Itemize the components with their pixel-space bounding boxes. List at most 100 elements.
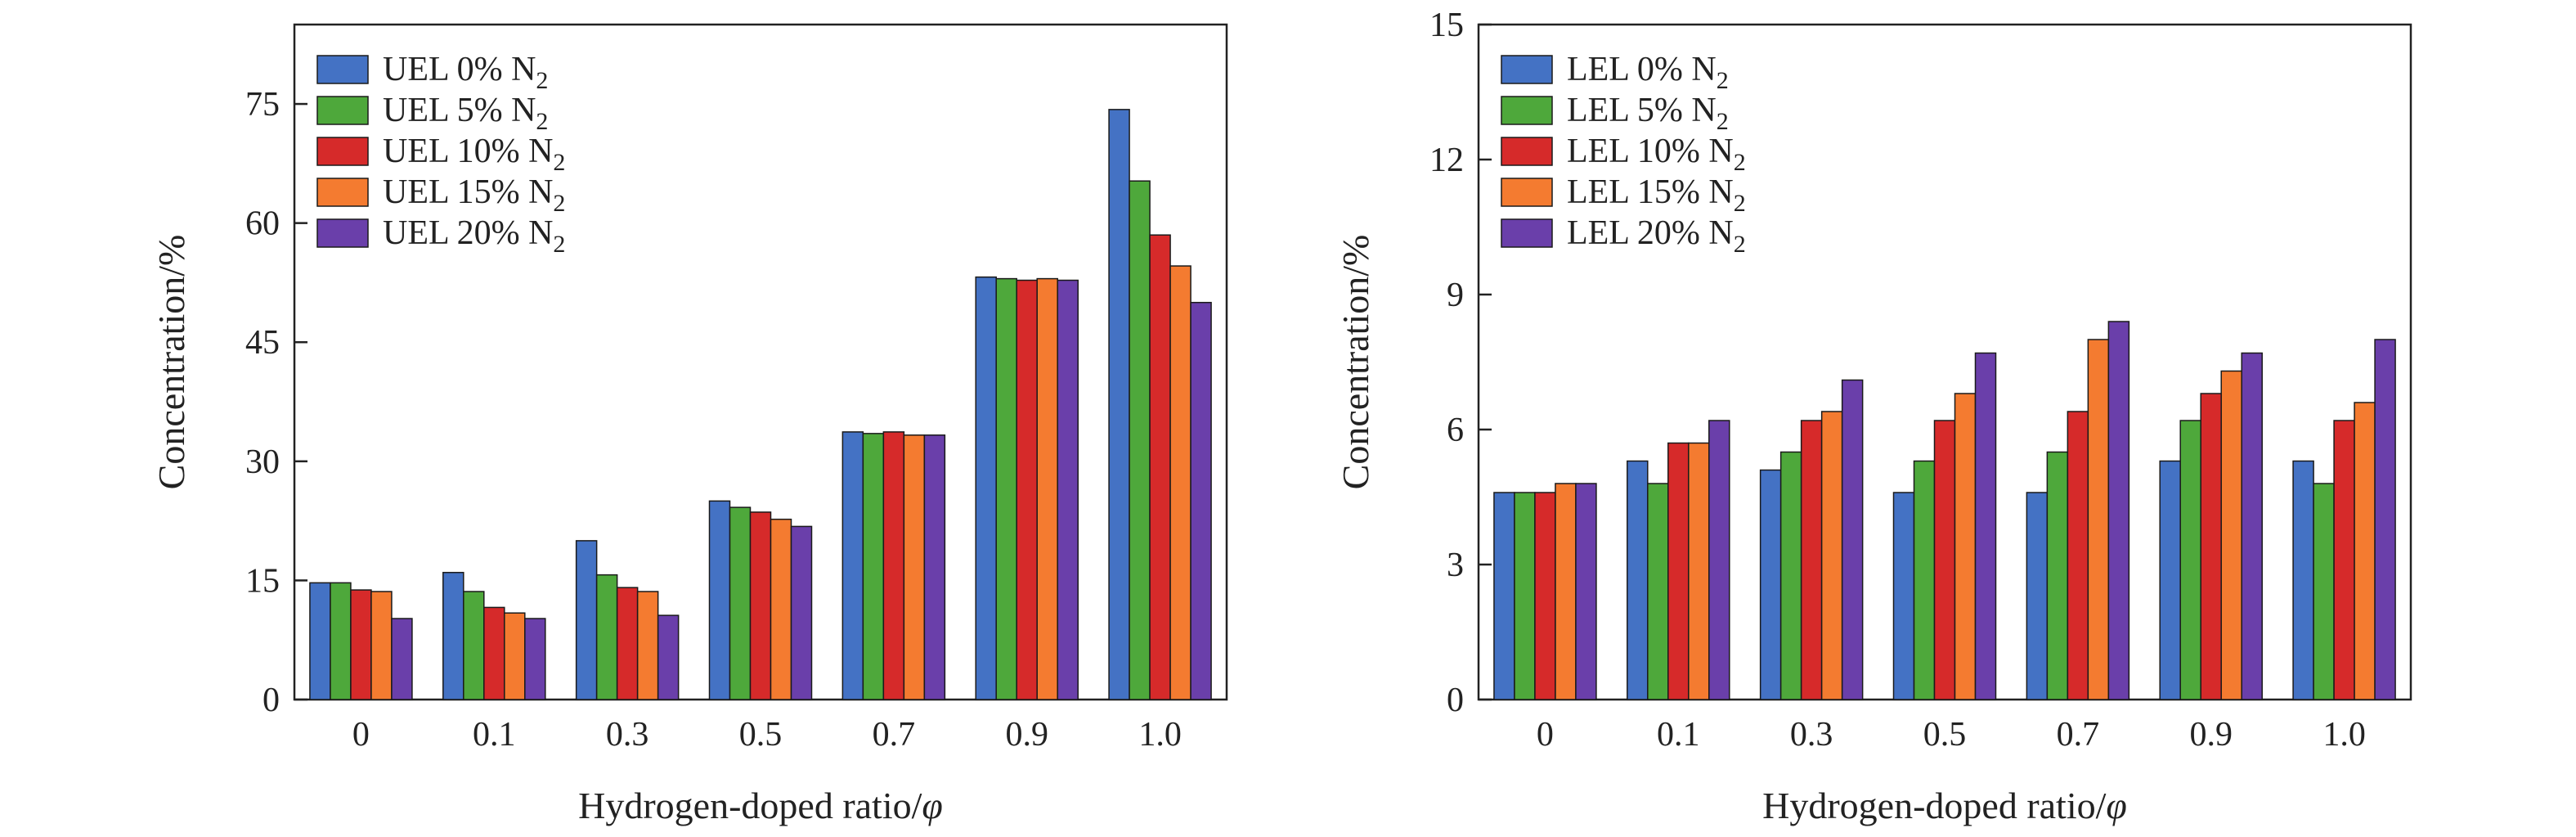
y-tick-label: 12 [1429,142,1464,179]
bar [370,591,393,700]
bar [2107,321,2130,700]
y-tick-label: 15 [245,562,280,600]
legend-swatch [1501,96,1553,125]
bar [2333,420,2355,700]
legend-label: LEL 20% N2 [1567,214,1746,258]
bar [841,431,864,700]
bar [903,434,926,700]
bar [1534,492,1556,700]
bar [2200,393,2222,700]
bar [882,431,905,700]
bar [391,618,413,700]
bar [1036,277,1058,700]
x-tick-label: 0.9 [1005,716,1048,754]
bar [1016,279,1038,700]
legend-label: UEL 5% N2 [383,92,548,135]
legend-label: LEL 15% N2 [1567,173,1746,217]
bar [2220,370,2242,700]
chart-panel-1: 0 15 30 45 60 75 0 0.1 0.3 0.5 0.7 0.9 1.0 Hydrogen-d… [150,23,1228,826]
bar [1575,483,1597,700]
bar [1057,279,1079,700]
x-tick-label: 1.0 [2322,716,2366,754]
bar [975,276,997,700]
legend-swatch [1501,218,1553,248]
bar [2292,460,2314,700]
bar [2067,411,2089,700]
bar [2159,460,2181,700]
legend-swatch [1501,55,1553,84]
bar [2374,339,2396,700]
bar [1688,442,1710,700]
bar [575,540,598,700]
bar [2179,420,2201,700]
bar [1759,469,1782,700]
bar [1149,234,1171,700]
legend-swatch [316,55,369,84]
x-tick-label: 0 [1537,716,1554,754]
x-tick-label: 0.1 [1657,716,1700,754]
x-tick-label: 0.7 [2057,716,2100,754]
y-tick-label: 0 [263,682,280,719]
legend-swatch [316,137,369,166]
bar [330,582,352,700]
legend-label: UEL 0% N2 [383,51,548,94]
legend-label: UEL 10% N2 [383,133,565,176]
bar [862,433,885,700]
bar [1954,393,1977,700]
bar [1974,352,1997,700]
bar [636,591,659,700]
bar [595,574,618,700]
bar [504,612,526,700]
y-tick-label: 45 [245,324,280,362]
y-axis-label: Concentration/% [150,235,192,490]
bar [1667,442,1690,700]
y-tick-label: 30 [245,443,280,481]
bar [657,614,680,700]
bar [1708,420,1730,700]
bar [483,606,505,700]
bar [1647,483,1669,700]
y-tick-label: 75 [245,86,280,124]
x-tick-label: 1.0 [1138,716,1182,754]
bar [1129,180,1151,700]
y-tick-label: 9 [1447,277,1464,314]
bar [1892,492,1915,700]
legend-label: UEL 15% N2 [383,173,565,217]
x-axis-label: Hydrogen-doped ratio/φ [1762,785,2127,826]
legend-label: UEL 20% N2 [383,214,565,258]
legend-swatch [316,178,369,207]
chart-panel-2: 0 3 6 9 12 15 0 0.1 0.3 0.5 0.7 0.9 1.0 Hydrogen-dope… [1335,7,2412,826]
bar [463,591,485,700]
x-tick-label: 0.3 [1790,716,1833,754]
y-tick-label: 3 [1447,547,1464,584]
legend-label: LEL 0% N2 [1567,51,1729,94]
x-tick-label: 0.7 [873,716,916,754]
bar [729,506,752,700]
bar [1779,451,1802,700]
bar [790,525,813,700]
bar [1108,109,1130,700]
bar [2354,402,2376,700]
x-tick-label: 0.1 [473,716,516,754]
bar [1493,492,1515,700]
y-tick-label: 6 [1447,412,1464,449]
bar [1800,420,1823,700]
bar [2046,451,2069,700]
x-axis-label: Hydrogen-doped ratio/φ [578,785,943,826]
x-tick-label: 0.3 [606,716,649,754]
bar [524,618,546,700]
bar [749,511,772,700]
x-tick-label: 0.5 [1923,716,1967,754]
bar [1933,420,1956,700]
bar [350,589,372,700]
bar [2087,339,2110,700]
y-tick-label: 15 [1429,7,1464,44]
legend-swatch [316,96,369,125]
x-tick-label: 0.9 [2189,716,2233,754]
bar [1841,379,1864,700]
bar [442,571,464,700]
bar [995,277,1017,700]
bar [2241,352,2263,700]
bar [1627,460,1649,700]
